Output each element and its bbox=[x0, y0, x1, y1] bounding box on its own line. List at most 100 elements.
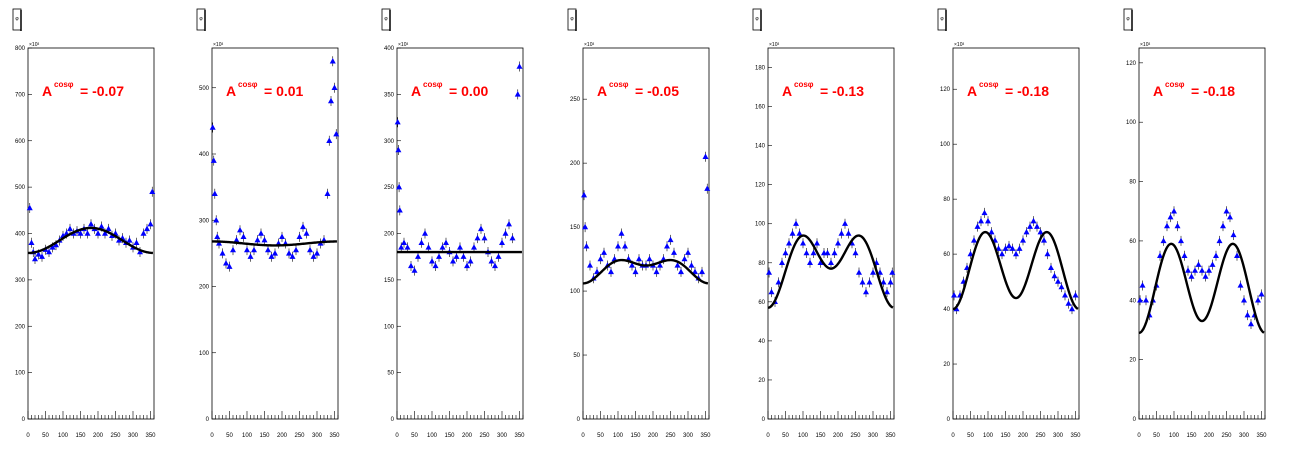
y-tick-label: 100 bbox=[1126, 120, 1137, 126]
data-point bbox=[1195, 259, 1202, 270]
x-tick-label: 250 bbox=[110, 433, 121, 439]
data-point bbox=[831, 248, 838, 259]
data-point bbox=[1230, 229, 1237, 240]
data-point bbox=[597, 254, 604, 265]
data-point bbox=[254, 235, 261, 246]
y-tick-label: 50 bbox=[387, 371, 394, 377]
data-point bbox=[1209, 259, 1216, 270]
y-tick-label: 120 bbox=[755, 183, 766, 189]
data-point bbox=[1255, 295, 1261, 306]
y-tick-label: 400 bbox=[15, 232, 26, 238]
data-point bbox=[824, 248, 831, 259]
data-point bbox=[324, 188, 331, 199]
corner-label-box: φ bbox=[567, 8, 577, 31]
data-point bbox=[396, 205, 403, 216]
data-point bbox=[67, 223, 73, 234]
data-point bbox=[800, 238, 806, 249]
x-tick-label: 250 bbox=[1221, 433, 1232, 439]
data-point bbox=[240, 231, 247, 242]
data-point bbox=[279, 231, 285, 242]
data-point bbox=[429, 256, 435, 267]
y-tick-label: 100 bbox=[570, 289, 581, 295]
data-point bbox=[1013, 249, 1019, 260]
data-point bbox=[1248, 319, 1254, 330]
data-point bbox=[509, 233, 516, 244]
data-point bbox=[1051, 271, 1058, 282]
data-point bbox=[646, 254, 653, 265]
corner-label-text: φ bbox=[15, 16, 19, 22]
data-point bbox=[216, 238, 222, 249]
data-point bbox=[1206, 265, 1212, 276]
x-tick-label: 0 bbox=[210, 433, 214, 439]
data-point bbox=[506, 219, 512, 230]
x-tick-label: 200 bbox=[93, 433, 104, 439]
x-tick-label: 250 bbox=[1035, 433, 1046, 439]
data-point bbox=[581, 190, 588, 201]
data-point bbox=[1258, 289, 1265, 300]
data-point bbox=[396, 182, 403, 193]
data-point bbox=[310, 251, 317, 262]
data-point bbox=[1041, 235, 1047, 246]
y-tick-label: 0 bbox=[1133, 417, 1137, 423]
data-point bbox=[425, 242, 432, 253]
data-point bbox=[219, 248, 226, 259]
data-point bbox=[398, 242, 405, 253]
data-point bbox=[282, 238, 289, 249]
y-tick-label: 60 bbox=[1129, 239, 1136, 245]
data-point bbox=[789, 228, 796, 239]
data-point bbox=[1167, 212, 1174, 223]
data-point bbox=[880, 277, 887, 288]
plot-frame bbox=[1138, 47, 1266, 420]
data-point bbox=[226, 261, 233, 272]
x-tick-label: 350 bbox=[1070, 433, 1081, 439]
data-point bbox=[478, 223, 484, 234]
y-tick-label: 300 bbox=[384, 139, 395, 145]
plot-frame bbox=[952, 47, 1080, 420]
data-point bbox=[583, 241, 590, 252]
data-point bbox=[1192, 265, 1198, 276]
x-tick-label: 300 bbox=[683, 433, 694, 439]
data-point bbox=[1044, 249, 1051, 260]
asym-superscript: cosφ bbox=[1165, 80, 1185, 89]
corner-label-text: φ bbox=[384, 16, 388, 22]
data-point bbox=[333, 129, 340, 140]
data-point bbox=[1241, 295, 1247, 306]
asym-superscript: cosφ bbox=[423, 80, 443, 89]
asym-value: = -0.05 bbox=[635, 83, 679, 99]
data-point bbox=[1058, 282, 1065, 293]
y-tick-label: 100 bbox=[199, 351, 210, 357]
x-tick-label: 350 bbox=[1256, 433, 1267, 439]
fit-curve bbox=[767, 234, 894, 309]
data-point bbox=[852, 248, 859, 259]
data-point bbox=[863, 287, 869, 298]
y-tick-label: 120 bbox=[940, 87, 951, 93]
y-tick-label: 100 bbox=[15, 371, 26, 377]
data-point bbox=[688, 260, 695, 271]
data-point bbox=[492, 260, 498, 271]
y-tick-label: 0 bbox=[577, 417, 581, 423]
chart-panel-7: φ 0 50 100 150 200 250 300 350 0 20 40 60 80 100 120 ×10… bbox=[1123, 8, 1267, 439]
x-tick-label: 350 bbox=[514, 433, 525, 439]
data-point bbox=[329, 56, 336, 67]
asym-superscript: cosφ bbox=[979, 80, 999, 89]
fit-curve bbox=[212, 240, 337, 247]
data-point bbox=[1213, 250, 1219, 261]
data-point bbox=[884, 287, 890, 298]
data-point bbox=[474, 233, 481, 244]
chart-panel-2: φ 0 50 100 150 200 250 300 350 0 100 200 300 400 500 ×1… bbox=[196, 8, 340, 439]
data-point bbox=[286, 248, 292, 259]
corner-label-text: φ bbox=[199, 16, 203, 22]
data-point bbox=[46, 247, 52, 258]
data-point bbox=[251, 245, 257, 256]
data-point bbox=[303, 228, 310, 239]
data-point bbox=[1006, 240, 1012, 251]
fit-curve bbox=[27, 226, 154, 255]
data-point bbox=[1055, 276, 1061, 287]
x-tick-label: 250 bbox=[850, 433, 861, 439]
asym-value: = -0.18 bbox=[1005, 83, 1049, 99]
data-point bbox=[1174, 221, 1181, 232]
y-exponent-label: ×10³ bbox=[29, 42, 39, 48]
